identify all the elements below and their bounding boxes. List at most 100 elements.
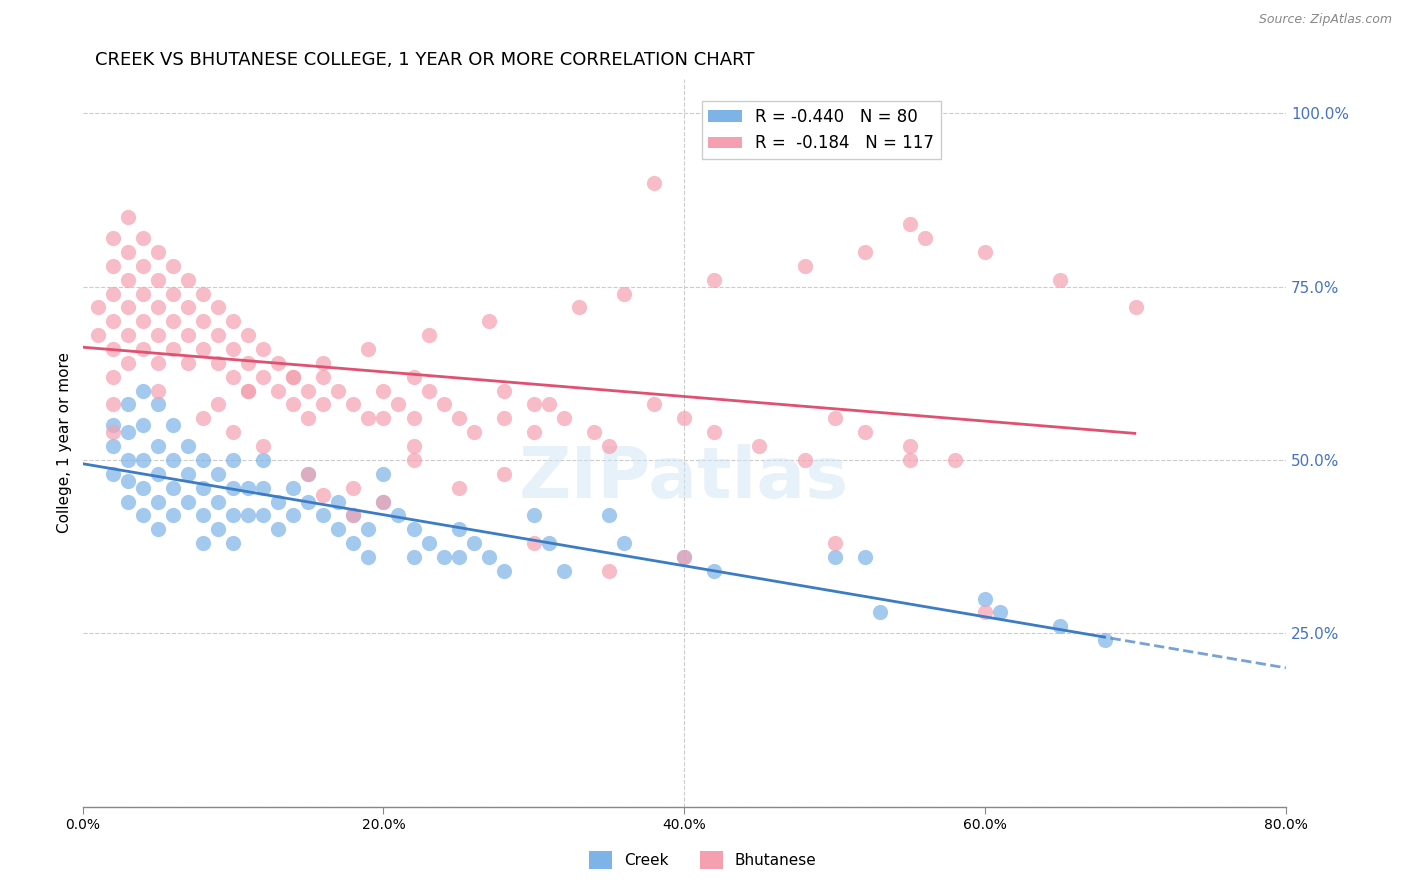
Point	[478, 549, 501, 564]
Point	[283, 369, 305, 384]
Point	[101, 259, 124, 273]
Point	[252, 481, 274, 495]
Point	[342, 481, 364, 495]
Point	[1049, 619, 1071, 633]
Point	[207, 328, 229, 343]
Point	[312, 356, 335, 370]
Point	[553, 411, 575, 425]
Point	[824, 549, 846, 564]
Point	[236, 328, 259, 343]
Point	[117, 494, 139, 508]
Point	[177, 494, 200, 508]
Point	[297, 411, 319, 425]
Point	[117, 474, 139, 488]
Point	[447, 411, 470, 425]
Point	[748, 439, 770, 453]
Point	[418, 328, 440, 343]
Point	[191, 286, 214, 301]
Point	[1049, 273, 1071, 287]
Point	[568, 301, 591, 315]
Point	[328, 494, 350, 508]
Point	[492, 384, 515, 398]
Point	[703, 273, 725, 287]
Point	[463, 425, 485, 440]
Point	[222, 425, 245, 440]
Point	[793, 453, 815, 467]
Point	[373, 494, 395, 508]
Point	[283, 508, 305, 523]
Point	[523, 536, 546, 550]
Point	[252, 508, 274, 523]
Point	[523, 397, 546, 411]
Point	[447, 481, 470, 495]
Legend: Creek, Bhutanese: Creek, Bhutanese	[583, 845, 823, 875]
Legend: R = -0.440   N = 80, R =  -0.184   N = 117: R = -0.440 N = 80, R = -0.184 N = 117	[702, 102, 941, 159]
Point	[117, 244, 139, 259]
Point	[252, 369, 274, 384]
Point	[162, 508, 184, 523]
Point	[207, 522, 229, 536]
Point	[146, 439, 169, 453]
Point	[988, 606, 1011, 620]
Point	[191, 481, 214, 495]
Point	[101, 467, 124, 481]
Point	[132, 314, 155, 328]
Point	[357, 522, 380, 536]
Point	[643, 176, 665, 190]
Point	[117, 356, 139, 370]
Point	[553, 564, 575, 578]
Point	[207, 301, 229, 315]
Point	[177, 328, 200, 343]
Point	[146, 522, 169, 536]
Point	[342, 508, 364, 523]
Point	[177, 439, 200, 453]
Point	[191, 342, 214, 356]
Y-axis label: College, 1 year or more: College, 1 year or more	[58, 352, 72, 533]
Point	[387, 397, 409, 411]
Point	[191, 314, 214, 328]
Point	[146, 467, 169, 481]
Point	[447, 549, 470, 564]
Point	[328, 384, 350, 398]
Point	[673, 549, 696, 564]
Point	[101, 231, 124, 245]
Point	[86, 328, 108, 343]
Point	[673, 411, 696, 425]
Point	[387, 508, 409, 523]
Point	[101, 397, 124, 411]
Point	[643, 397, 665, 411]
Point	[793, 259, 815, 273]
Point	[146, 244, 169, 259]
Point	[523, 425, 546, 440]
Point	[162, 418, 184, 433]
Point	[613, 536, 636, 550]
Point	[1094, 633, 1116, 648]
Point	[342, 508, 364, 523]
Point	[312, 369, 335, 384]
Point	[283, 397, 305, 411]
Point	[673, 549, 696, 564]
Point	[312, 508, 335, 523]
Point	[162, 342, 184, 356]
Point	[146, 494, 169, 508]
Point	[222, 536, 245, 550]
Point	[478, 314, 501, 328]
Point	[162, 453, 184, 467]
Point	[373, 384, 395, 398]
Point	[222, 342, 245, 356]
Point	[898, 439, 921, 453]
Point	[402, 549, 425, 564]
Point	[162, 259, 184, 273]
Point	[523, 508, 546, 523]
Point	[613, 286, 636, 301]
Point	[252, 342, 274, 356]
Point	[101, 314, 124, 328]
Point	[191, 453, 214, 467]
Point	[207, 356, 229, 370]
Point	[117, 453, 139, 467]
Point	[267, 384, 290, 398]
Point	[162, 481, 184, 495]
Point	[312, 397, 335, 411]
Point	[357, 411, 380, 425]
Point	[312, 487, 335, 501]
